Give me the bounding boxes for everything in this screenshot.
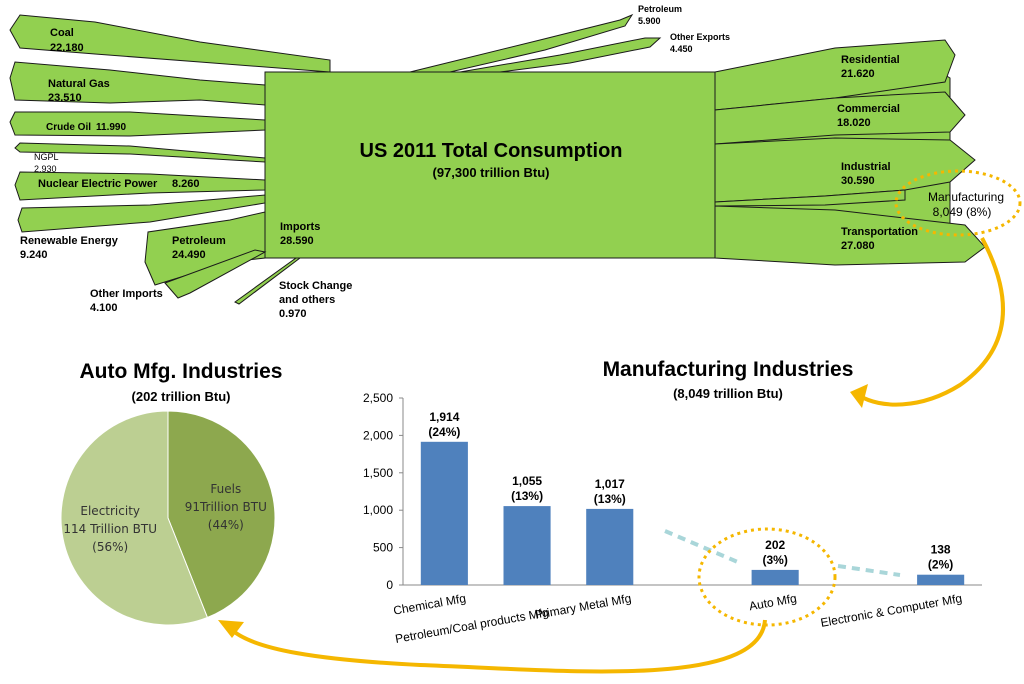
sankey-subtitle: (97,300 trillion Btu) (432, 165, 549, 180)
sankey-title: US 2011 Total Consumption (360, 140, 623, 162)
label-natural-gas: Natural Gas (48, 78, 110, 90)
label-manufacturing: Manufacturing (928, 190, 1004, 204)
sankey-flow-other-imports (164, 249, 267, 299)
label-petroleum-import: Petroleum (172, 235, 226, 247)
label-petroleum-export: Petroleum (638, 4, 682, 14)
value-transportation: 27.080 (841, 240, 875, 252)
value-crude-oil: 11.990 (96, 122, 126, 133)
pie-slice-fuels (167, 410, 276, 619)
bar-2 (586, 508, 634, 585)
bar-y-tick-label: 2,000 (363, 428, 393, 442)
sankey-diagram: US 2011 Total Consumption (97,300 trilli… (9, 4, 1022, 320)
arrow-manufacturing-head (850, 384, 868, 408)
sankey-flow-other-exports (459, 37, 662, 73)
value-imports: 28.590 (280, 235, 314, 247)
label-residential: Residential (841, 54, 900, 66)
bar-y-tick-label: 0 (386, 578, 393, 592)
bar-pct-label: (24%) (428, 425, 460, 439)
value-manufacturing: 8,049 (8%) (933, 205, 992, 219)
label-other-imports: Other Imports (90, 288, 163, 300)
value-stock-change: 0.970 (279, 308, 307, 320)
label-transportation: Transportation (841, 226, 918, 238)
sankey-flow-petroleum-export (409, 13, 634, 73)
bar-0 (420, 441, 468, 585)
pie-subtitle: (202 trillion Btu) (132, 389, 231, 404)
label-industrial: Industrial (841, 161, 891, 173)
arrow-manufacturing-to-bar (858, 237, 1005, 407)
bar-y-tick-label: 1,500 (363, 466, 393, 480)
bar-pct-label: (2%) (928, 558, 953, 572)
bar-4 (917, 574, 965, 585)
sankey-flow-ngpl (14, 142, 266, 163)
bar-value-label: 1,017 (595, 477, 625, 491)
label-other-exports: Other Exports (670, 32, 730, 42)
pie-label-fuels-1: 91Trillion BTU (185, 500, 267, 514)
pie-chart: Auto Mfg. Industries (202 trillion Btu) … (60, 360, 283, 626)
value-petroleum-import: 24.490 (172, 249, 206, 261)
label-crude-oil: Crude Oil (46, 122, 91, 133)
sankey-flow-natural-gas (9, 61, 266, 106)
label-imports: Imports (280, 221, 320, 233)
value-other-imports: 4.100 (90, 302, 118, 314)
arrow-auto-to-pie (230, 619, 767, 674)
arrow-auto-head (218, 620, 244, 638)
sankey-flow-nuclear (14, 171, 266, 201)
label-coal: Coal (50, 27, 74, 39)
pie-label-electricity-2: (56%) (92, 540, 128, 554)
pie-label-fuels-0: Fuels (210, 482, 241, 496)
sankey-flow-transportation (714, 205, 986, 266)
dashed-connector-right (837, 564, 901, 577)
bar-pct-label: (13%) (511, 489, 543, 503)
dashed-connector-left (664, 529, 741, 565)
bar-value-label: 138 (931, 543, 951, 557)
sankey-flow-crude-oil (9, 111, 266, 137)
value-renewable: 9.240 (20, 249, 48, 261)
value-coal: 22.180 (50, 42, 84, 54)
bar-category-label: Chemical Mfg (392, 591, 467, 618)
value-other-exports: 4.450 (670, 44, 693, 54)
sankey-flow-stock-change (234, 257, 302, 305)
bar-y-tick-label: 500 (373, 541, 393, 555)
label-stock-change-line2: and others (279, 294, 335, 306)
pie-title: Auto Mfg. Industries (80, 360, 283, 383)
bar-pct-label: (3%) (763, 553, 788, 567)
pie-label-electricity-1: 114 Trillion BTU (63, 522, 157, 536)
bar-1 (503, 506, 551, 585)
bar-chart: Manufacturing Industries (8,049 trillion… (363, 358, 982, 646)
bar-value-label: 1,055 (512, 474, 542, 488)
bar-category-label: Primary Metal Mfg (534, 591, 632, 622)
label-nuclear: Nuclear Electric Power (38, 178, 158, 190)
bar-3 (751, 569, 799, 585)
bar-y-tick-label: 1,000 (363, 503, 393, 517)
label-commercial: Commercial (837, 103, 900, 115)
sankey-flow-renewable (17, 194, 266, 233)
value-residential: 21.620 (841, 68, 875, 80)
label-renewable: Renewable Energy (20, 235, 119, 247)
bar-value-label: 202 (765, 538, 785, 552)
value-industrial: 30.590 (841, 175, 875, 187)
bar-category-label: Auto Mfg (748, 591, 798, 613)
label-ngpl: NGPL (34, 152, 59, 162)
bar-value-label: 1,914 (429, 410, 459, 424)
value-nuclear: 8.260 (172, 178, 200, 190)
bar-category-label: Electronic & Computer Mfg (819, 591, 963, 630)
label-stock-change-line1: Stock Change (279, 280, 352, 292)
bar-y-tick-label: 2,500 (363, 391, 393, 405)
sankey-flow-coal (9, 14, 331, 73)
value-ngpl: 2.930 (34, 164, 57, 174)
pie-label-electricity-0: Electricity (80, 504, 140, 518)
value-commercial: 18.020 (837, 117, 871, 129)
pie-slice-electricity (60, 410, 209, 626)
manufacturing-highlight-circle (894, 169, 1022, 237)
auto-mfg-highlight-circle (697, 527, 837, 627)
bar-subtitle: (8,049 trillion Btu) (673, 386, 783, 401)
bar-title: Manufacturing Industries (603, 358, 854, 381)
pie-label-fuels-2: (44%) (208, 518, 244, 532)
bar-pct-label: (13%) (594, 492, 626, 506)
value-petroleum-export: 5.900 (638, 16, 661, 26)
value-natural-gas: 23.510 (48, 92, 82, 104)
